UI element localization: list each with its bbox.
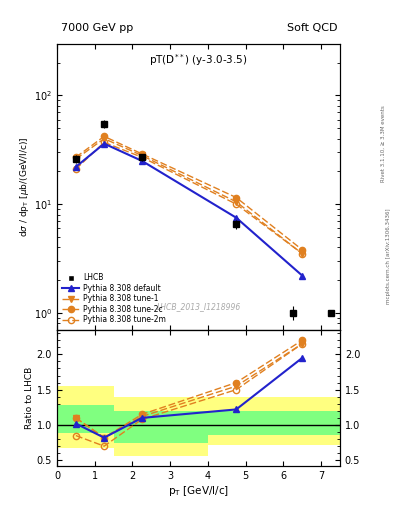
Text: Soft QCD: Soft QCD [288,23,338,33]
Text: LHCB_2013_I1218996: LHCB_2013_I1218996 [156,302,241,311]
Legend: LHCB, Pythia 8.308 default, Pythia 8.308 tune-1, Pythia 8.308 tune-2c, Pythia 8.: LHCB, Pythia 8.308 default, Pythia 8.308… [59,270,169,327]
Text: Rivet 3.1.10, ≥ 3.3M events: Rivet 3.1.10, ≥ 3.3M events [381,105,386,182]
Text: mcplots.cern.ch [arXiv:1306.3436]: mcplots.cern.ch [arXiv:1306.3436] [386,208,391,304]
Y-axis label: Ratio to LHCB: Ratio to LHCB [25,367,34,429]
Text: pT(D$^{**}$) (y-3.0-3.5): pT(D$^{**}$) (y-3.0-3.5) [149,52,248,68]
Text: 7000 GeV pp: 7000 GeV pp [61,23,133,33]
Y-axis label: d$\sigma$ / dp$_{\rm T}$ [$\mu$b/(GeV/l/c)]: d$\sigma$ / dp$_{\rm T}$ [$\mu$b/(GeV/l/… [18,136,31,237]
X-axis label: p$_{\rm T}$ [GeV/l/c]: p$_{\rm T}$ [GeV/l/c] [168,483,229,498]
